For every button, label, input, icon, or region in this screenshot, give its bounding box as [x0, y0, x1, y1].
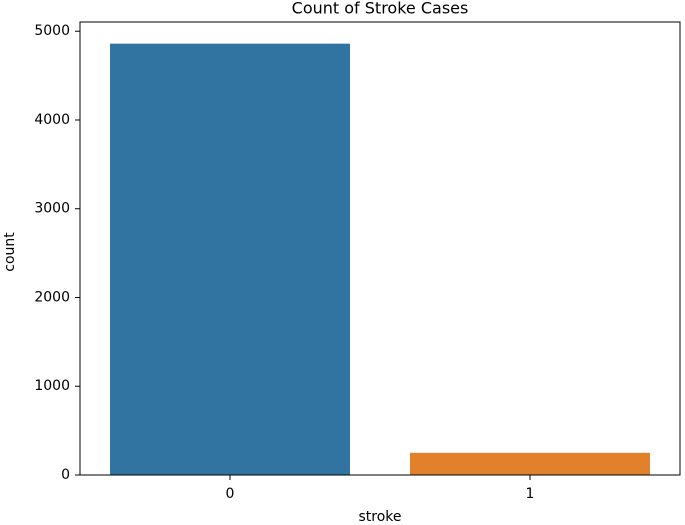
x-tick-label: 0: [226, 486, 235, 502]
y-tick-label: 5000: [34, 23, 70, 39]
chart-title: Count of Stroke Cases: [292, 0, 469, 18]
x-axis-label: stroke: [358, 509, 401, 525]
y-axis-label: count: [2, 232, 18, 272]
y-tick-label: 2000: [34, 289, 70, 305]
plot-frame: [79, 21, 681, 476]
y-tick-label: 3000: [34, 201, 70, 217]
y-tick-label: 4000: [34, 112, 70, 128]
bar: [410, 452, 650, 475]
bar: [110, 43, 350, 476]
y-tick-label: 0: [61, 467, 70, 483]
x-tick-label: 1: [526, 486, 535, 502]
y-tick-label: 1000: [34, 378, 70, 394]
